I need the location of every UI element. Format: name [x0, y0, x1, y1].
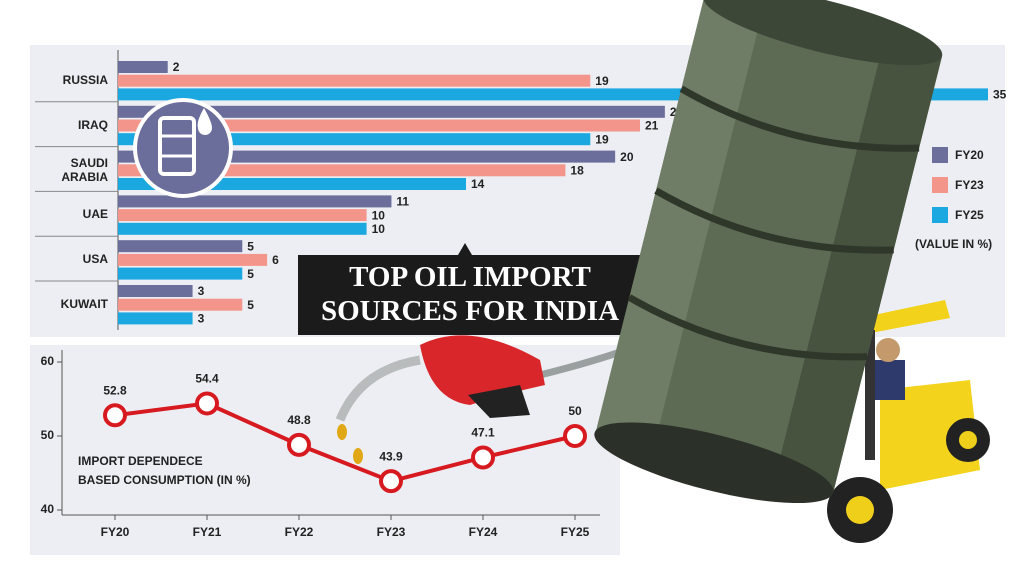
bar — [118, 222, 367, 235]
value-label: 18 — [570, 163, 584, 177]
fuel-nozzle — [335, 335, 642, 464]
x-tick-label: FY24 — [469, 525, 498, 539]
legend-label: FY20 — [955, 148, 984, 162]
category-label: KUWAIT — [60, 297, 108, 311]
marker — [563, 424, 587, 448]
line-chart: 40 50 60 FY20 52.8 FY21 54.4 FY22 48.8 FY23 43.9 FY… — [41, 350, 600, 539]
legend-label: FY23 — [955, 178, 984, 192]
category-label: USA — [82, 252, 108, 267]
bar — [118, 74, 591, 87]
value-label: 47.1 — [471, 426, 495, 440]
bar — [118, 240, 243, 253]
x-tick-label: FY20 — [101, 525, 130, 539]
note: (VALUE IN %) — [915, 237, 992, 251]
bar — [118, 285, 193, 297]
bar — [118, 267, 243, 280]
category-label: IRAQ — [78, 117, 108, 132]
bar — [118, 195, 392, 208]
category-label: UAE — [82, 207, 108, 222]
value-label: 10 — [372, 208, 386, 222]
bar — [118, 105, 665, 118]
value-label: 35 — [993, 88, 1007, 102]
oil-barrel — [594, 0, 943, 504]
x-tick-label: FY25 — [561, 525, 590, 539]
title-box — [298, 243, 640, 335]
x-tick-label: FY21 — [193, 525, 222, 539]
value-label: 48.8 — [287, 413, 311, 427]
legend-swatch — [932, 177, 948, 193]
value-label: 14 — [471, 177, 485, 191]
value-label: 43.9 — [379, 449, 403, 463]
marker — [103, 403, 127, 428]
bar — [118, 61, 168, 73]
y-tick-label: 40 — [41, 502, 55, 516]
value-label: 19 — [595, 132, 609, 146]
marker — [471, 445, 495, 470]
bar — [118, 253, 268, 266]
legend-swatch — [932, 207, 948, 223]
bar — [118, 164, 566, 177]
category-label: SAUDI ARABIA — [61, 155, 108, 184]
value-label: 19 — [595, 74, 609, 88]
value-label: 50 — [568, 404, 582, 418]
y-tick-label: 50 — [41, 428, 55, 442]
x-tick-label: FY23 — [377, 525, 406, 539]
value-label: 21 — [645, 119, 659, 133]
value-label: 52.8 — [103, 383, 127, 397]
bar — [118, 133, 591, 146]
value-label: 20 — [620, 150, 634, 164]
value-label: 3 — [198, 284, 205, 298]
value-label: 54.4 — [195, 372, 219, 386]
legend-swatch — [932, 147, 948, 163]
line — [114, 401, 576, 484]
chart-title: TOP OIL IMPORT SOURCES FOR INDIA — [320, 261, 620, 327]
marker — [195, 391, 219, 416]
value-label: 5 — [247, 267, 254, 281]
value-label: 6 — [272, 253, 279, 267]
value-label: 10 — [372, 222, 386, 236]
bar — [118, 119, 640, 132]
bar — [118, 312, 193, 325]
value-label: 11 — [396, 195, 409, 209]
oil-icon — [133, 98, 233, 198]
legend-label: FY25 — [955, 208, 984, 222]
value-label: 5 — [247, 298, 254, 312]
value-label: 5 — [247, 239, 254, 253]
forklift — [827, 300, 990, 543]
marker — [287, 432, 311, 457]
bar — [118, 209, 367, 222]
bar — [118, 150, 616, 163]
x-tick-label: FY22 — [285, 525, 314, 539]
axis-label: BASED CONSUMPTION (IN %) — [78, 473, 251, 487]
bar — [118, 298, 243, 311]
category-label: RUSSIA — [62, 73, 108, 87]
y-tick-label: 60 — [41, 354, 55, 368]
value-label: 2 — [173, 60, 180, 74]
marker — [379, 469, 403, 494]
value-label: 3 — [198, 312, 205, 326]
axis-label: IMPORT DEPENDECE — [78, 454, 203, 468]
